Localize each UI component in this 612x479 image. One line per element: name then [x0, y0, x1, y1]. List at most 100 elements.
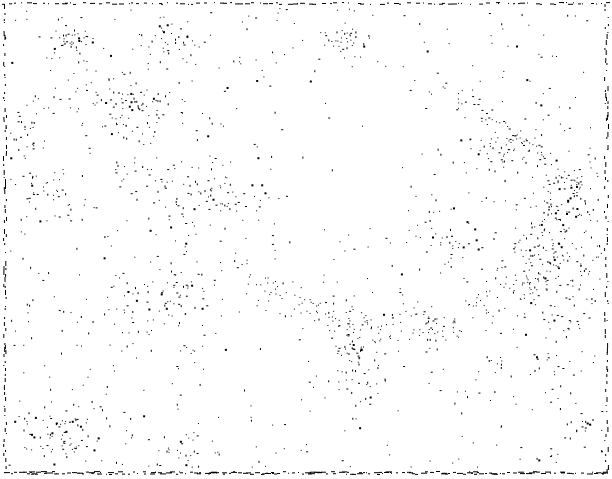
dot: [412, 332, 414, 334]
dot: [522, 282, 524, 284]
border-dash: [94, 471, 100, 473]
dot: [72, 42, 74, 44]
border-dash: [591, 3, 594, 4]
dot: [171, 33, 172, 34]
border-dash: [500, 473, 501, 474]
dot: [461, 435, 463, 437]
dot: [191, 80, 193, 82]
dot: [57, 191, 58, 192]
dot: [83, 37, 85, 39]
dot: [555, 265, 557, 267]
dot: [195, 180, 196, 183]
border-dash: [278, 472, 279, 474]
dot: [282, 282, 284, 285]
dot: [47, 182, 48, 184]
dot: [445, 82, 448, 84]
border-dash: [606, 374, 608, 377]
dot: [212, 162, 214, 164]
dot: [121, 114, 123, 116]
dot: [452, 322, 454, 324]
border-dash: [559, 2, 564, 3]
dot: [180, 112, 183, 113]
dot: [107, 236, 109, 237]
dot: [596, 172, 598, 174]
dot: [419, 237, 421, 239]
dot: [410, 185, 412, 188]
dot: [566, 211, 568, 213]
dot: [473, 104, 476, 105]
border-dash: [3, 270, 5, 275]
dot: [220, 187, 222, 189]
dot: [597, 175, 599, 177]
dot: [24, 129, 26, 130]
dot: [428, 320, 429, 323]
dot: [440, 153, 442, 156]
dot: [122, 123, 124, 125]
dot: [29, 433, 32, 435]
dot: [562, 255, 564, 257]
dot: [215, 204, 218, 206]
dot: [434, 333, 436, 335]
dot: [42, 448, 44, 449]
dot: [116, 124, 118, 125]
dot: [134, 256, 136, 258]
border-dash: [604, 48, 606, 50]
dot: [523, 316, 526, 318]
border-dash: [78, 472, 83, 474]
dot: [70, 208, 72, 211]
dot: [47, 426, 48, 428]
dot: [102, 409, 103, 412]
dot: [458, 102, 460, 104]
dot: [168, 52, 170, 55]
border-dash: [436, 471, 440, 472]
dot: [313, 386, 314, 388]
dot: [538, 254, 540, 256]
dot: [454, 318, 456, 320]
dot: [572, 374, 575, 376]
dot: [336, 281, 338, 283]
dot: [531, 222, 532, 225]
border-dash: [4, 13, 6, 15]
dot: [570, 186, 573, 189]
dot: [557, 453, 559, 455]
dot: [529, 287, 531, 289]
dot: [360, 56, 362, 58]
dot: [402, 167, 403, 169]
dot: [538, 459, 541, 462]
border-dash: [27, 473, 30, 475]
dot: [576, 181, 578, 183]
dot: [96, 440, 98, 442]
dot: [130, 193, 133, 195]
dot: [104, 125, 107, 127]
dot: [171, 180, 173, 182]
border-dash: [607, 145, 609, 150]
dot: [163, 16, 165, 18]
dot: [314, 320, 316, 322]
border-dash: [250, 473, 254, 475]
dot: [439, 390, 442, 392]
dot: [309, 299, 311, 301]
dot: [472, 305, 474, 307]
dot: [53, 52, 55, 54]
border-dash: [486, 2, 490, 4]
dot: [13, 138, 15, 141]
dot: [10, 250, 12, 252]
dot: [187, 285, 189, 287]
border-dash: [210, 473, 211, 474]
dot: [546, 202, 549, 204]
dot: [124, 100, 127, 102]
dot: [159, 17, 161, 19]
dot: [103, 47, 105, 49]
dot: [15, 138, 17, 141]
dot: [545, 281, 547, 283]
border-dash: [235, 3, 239, 5]
dot: [156, 157, 158, 159]
dot: [486, 153, 488, 155]
border-dash: [23, 471, 27, 473]
border-dash: [607, 204, 608, 208]
dot: [550, 199, 552, 200]
border-dash: [604, 27, 606, 29]
dot: [568, 298, 571, 300]
dot: [168, 449, 170, 451]
border-dash: [604, 170, 606, 174]
